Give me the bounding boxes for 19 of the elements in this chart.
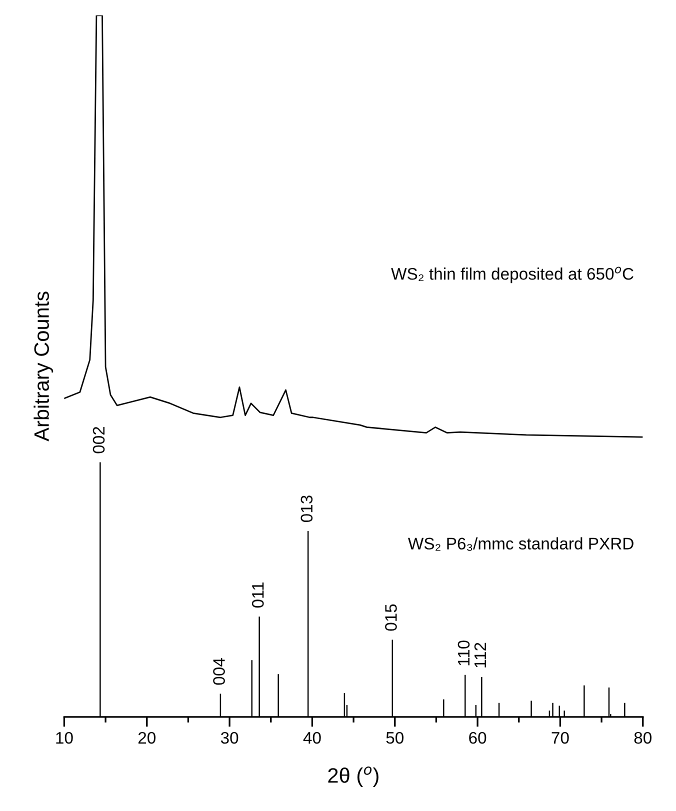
x-axis-title: 2θ ($^{o}$) bbox=[328, 766, 378, 787]
x-tick-label: 80 bbox=[634, 732, 652, 744]
x-tick-label: 50 bbox=[386, 732, 404, 744]
annotation: 004 bbox=[213, 658, 225, 685]
annotation: 110 bbox=[458, 640, 470, 666]
annotation: WS₂ thin film deposited at 650$^{o}$C bbox=[391, 266, 634, 284]
annotation: 011 bbox=[252, 582, 264, 608]
x-tick-label: 40 bbox=[303, 732, 321, 744]
y-axis-title: Arbitrary Counts bbox=[34, 292, 54, 442]
annotation: WS₂ P6₃/mmc standard PXRD bbox=[408, 537, 634, 551]
annotation: 002 bbox=[92, 426, 105, 454]
annotation: 013 bbox=[300, 496, 313, 522]
annotation: 015 bbox=[385, 604, 397, 631]
x-tick-label: 30 bbox=[220, 732, 238, 744]
x-tick-label: 60 bbox=[469, 732, 486, 744]
x-tick-label: 20 bbox=[138, 732, 156, 744]
x-tick-label: 10 bbox=[56, 732, 73, 744]
annotation: 112 bbox=[474, 642, 486, 668]
x-tick-label: 70 bbox=[552, 732, 569, 744]
